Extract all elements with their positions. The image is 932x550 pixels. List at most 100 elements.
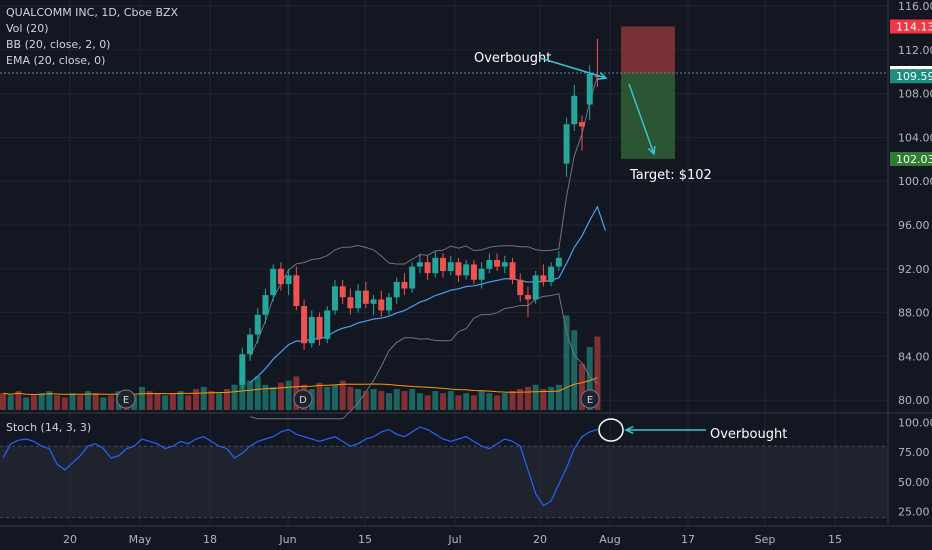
volume-bar <box>455 395 462 410</box>
overbought-stoch-label: Overbought <box>710 427 787 442</box>
candle-body <box>409 266 416 289</box>
candle-body <box>524 295 531 300</box>
candle-body <box>555 257 562 267</box>
indicator-bollinger[interactable]: BB (20, close, 2, 0) <box>6 38 111 51</box>
volume-bar <box>579 363 585 410</box>
volume-bar <box>370 389 377 410</box>
volume-bar <box>30 395 37 410</box>
time-axis: 20 May 18 Jun 15 Jul 20 Aug 17 Sep 15 <box>63 533 842 546</box>
candle-body <box>586 73 593 105</box>
candle-body <box>308 316 315 344</box>
volume-bar <box>46 391 53 410</box>
price-badge <box>890 69 932 84</box>
candle-body <box>424 262 431 274</box>
time-tick-label: 18 <box>203 533 217 546</box>
earnings-marker <box>116 389 136 409</box>
time-tick-label: Aug <box>599 533 620 546</box>
candle-body <box>432 257 439 274</box>
candle-body <box>386 297 392 311</box>
indicator-volume[interactable]: Vol (20) <box>6 22 49 35</box>
volume-bar <box>339 380 346 410</box>
volume-bar <box>517 389 524 410</box>
candle-body <box>463 264 470 276</box>
volume-bar <box>216 393 223 410</box>
volume-bar <box>393 389 400 410</box>
overbought-price-label: Overbought <box>474 51 551 66</box>
time-tick-label: 20 <box>533 533 547 546</box>
overbought-arrow <box>539 57 607 79</box>
volume-bar <box>231 384 238 410</box>
time-tick-label: May <box>129 533 152 546</box>
volume-bar <box>540 389 547 410</box>
volume-bar <box>92 393 99 410</box>
volume-bar <box>331 384 338 410</box>
volume-bar <box>532 384 539 410</box>
price-tick-label: 92.00 <box>898 263 930 276</box>
candle-body <box>501 262 508 267</box>
candle-body <box>285 275 292 285</box>
volume-bar <box>0 393 6 410</box>
stoch-tick-label: 50.00 <box>898 476 930 489</box>
candlesticks <box>239 38 601 390</box>
price-tick-label: 108.00 <box>898 88 932 101</box>
volume-bar <box>247 380 254 410</box>
volume-bar <box>84 391 91 410</box>
volume-bar <box>594 336 601 410</box>
target-arrow <box>628 83 655 155</box>
target-label: Target: $102 <box>629 168 712 183</box>
candle-body <box>455 262 462 276</box>
candle-body <box>239 354 246 385</box>
volume-bar <box>501 393 508 410</box>
candle-body <box>339 286 346 298</box>
volume-bar <box>208 391 215 410</box>
candle-body <box>440 257 447 271</box>
volume-ma-line <box>2 377 598 396</box>
volume-bar <box>54 395 61 410</box>
time-tick-label: 17 <box>681 533 695 546</box>
volume-bar <box>7 395 14 410</box>
price-tick-label: 96.00 <box>898 219 930 232</box>
candle-body <box>277 268 284 285</box>
volume-bar <box>23 397 30 410</box>
candle-body <box>548 266 555 282</box>
volume-bar <box>69 393 76 410</box>
symbol-title[interactable]: QUALCOMM INC, 1D, Cboe BZX <box>6 6 179 19</box>
annotations: Overbought Target: $102 Overbought <box>474 51 787 442</box>
stop-loss-zone <box>621 26 675 74</box>
volume-bar <box>447 391 454 410</box>
volume-bar <box>362 391 369 410</box>
price-badge <box>890 19 932 34</box>
volume-bar <box>108 395 115 410</box>
candle-body <box>447 262 454 271</box>
stoch-band <box>0 446 888 518</box>
volume-bar <box>470 395 477 410</box>
candle-body <box>486 260 493 269</box>
indicator-stochastic[interactable]: Stoch (14, 3, 3) <box>6 421 92 434</box>
time-tick-label: 20 <box>63 533 77 546</box>
stoch-tick-label: 25.00 <box>898 506 930 519</box>
volume-bar <box>324 386 331 410</box>
volume-bar <box>347 386 354 410</box>
dividend-marker <box>293 389 313 409</box>
event-letter: E <box>587 395 593 406</box>
volume-bar <box>270 386 277 410</box>
volume-bar <box>524 386 531 410</box>
candle-body <box>324 310 331 339</box>
price-axis: 116.00 112.00 108.00 104.00 100.00 96.00 92.00… <box>890 0 932 519</box>
volume-bar <box>277 382 284 410</box>
candle-body <box>355 290 362 309</box>
volume-bar <box>254 376 261 410</box>
volume-bar <box>138 386 145 410</box>
candle-body <box>563 124 570 164</box>
candle-body <box>540 275 547 282</box>
candle-body <box>378 299 385 311</box>
grid-lines <box>0 0 932 527</box>
candle-body <box>594 76 601 78</box>
indicator-ema[interactable]: EMA (20, close, 0) <box>6 54 106 67</box>
volume-bar <box>440 393 447 410</box>
candle-body <box>301 306 308 344</box>
stoch-k-line <box>2 426 598 507</box>
volume-bar <box>185 395 192 410</box>
price-tick-label: 116.00 <box>898 0 932 13</box>
